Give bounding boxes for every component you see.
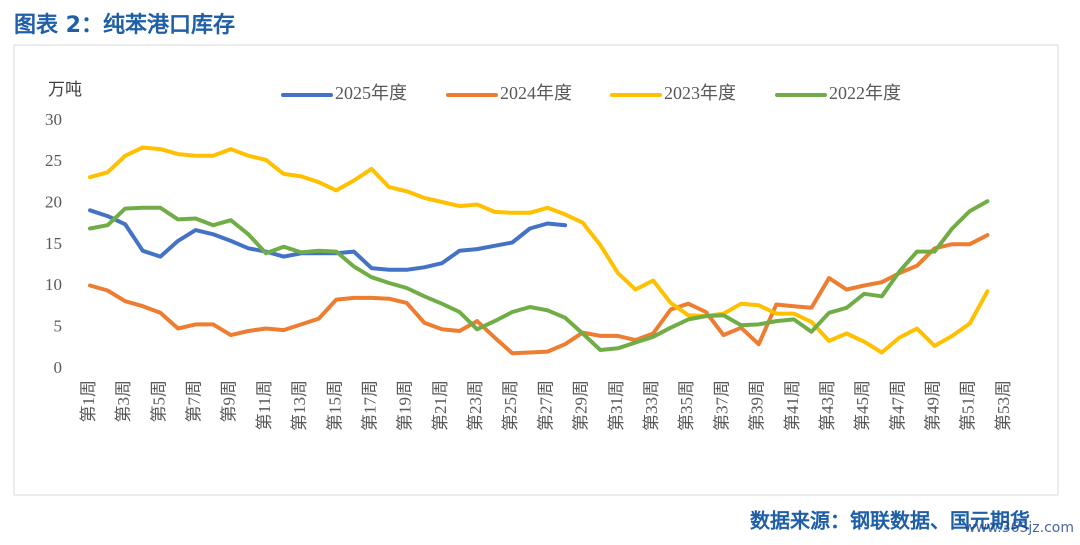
y-tick-label: 5 [54,317,63,336]
x-tick-label: 第15周 [325,380,344,431]
x-tick-label: 第19周 [396,380,415,431]
x-tick-label: 第13周 [290,380,309,431]
x-tick-label: 第49周 [924,380,943,431]
legend-label: 2025年度 [335,83,407,103]
chart-frame [13,44,1059,496]
y-tick-label: 30 [45,110,62,129]
x-tick-label: 第5周 [149,380,168,423]
x-tick-label: 第31周 [607,380,626,431]
y-tick-label: 25 [45,151,62,170]
x-tick-label: 第35周 [677,380,696,431]
source: 数据来源：钢联数据、国元期货 [750,509,1030,533]
x-tick-label: 第29周 [572,380,591,431]
x-tick-label: 第51周 [959,380,978,431]
series-line [88,233,990,356]
series-line [88,145,990,355]
legend-label: 2022年度 [829,83,901,103]
y-tick-label: 10 [45,275,62,294]
watermark: www.365jz.com [964,520,1074,536]
series-line [88,208,568,272]
y-axis-label: 万吨 [48,80,82,100]
y-tick-label: 0 [54,358,63,377]
x-tick-label: 第43周 [818,380,837,431]
legend-label: 2024年度 [500,83,572,103]
x-tick-label: 第45周 [853,380,872,431]
x-tick-label: 第39周 [748,380,767,431]
y-tick-label: 20 [45,193,62,212]
x-tick-label: 第1周 [79,380,98,423]
x-tick-label: 第9周 [220,380,239,423]
x-tick-label: 第37周 [712,380,731,431]
y-tick-label: 15 [45,234,62,253]
x-tick-label: 第23周 [466,380,485,431]
x-tick-label: 第17周 [360,380,379,431]
legend-label: 2023年度 [664,83,736,103]
x-tick-label: 第53周 [994,380,1013,431]
series-line [88,199,990,352]
chart-title: 图表 2：纯苯港口库存 [14,12,235,38]
x-tick-label: 第11周 [255,380,274,430]
x-tick-label: 第3周 [114,380,133,423]
x-tick-label: 第33周 [642,380,661,431]
x-tick-label: 第7周 [184,380,203,423]
x-tick-label: 第41周 [783,380,802,431]
x-tick-label: 第21周 [431,380,450,431]
x-tick-label: 第25周 [501,380,520,431]
x-tick-label: 第47周 [888,380,907,431]
x-tick-label: 第27周 [536,380,555,431]
